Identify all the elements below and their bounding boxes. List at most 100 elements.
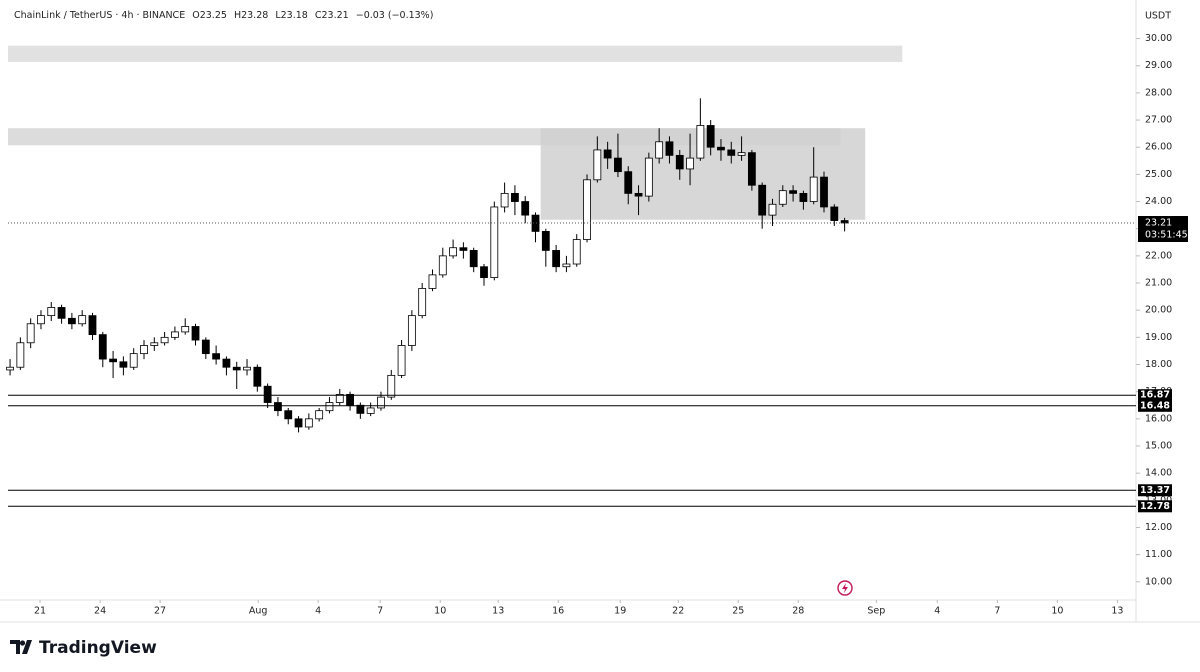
y-tick-label: 28.00 [1145,87,1172,98]
candle-body [799,192,808,202]
candle-body [614,157,622,173]
level-label: 13.37 [1140,485,1170,496]
candle-body [47,307,56,317]
candle-body [717,146,725,151]
logo [10,640,32,654]
candle-body [758,184,767,216]
x-tick-label: 28 [792,606,804,617]
x-tick-label: 13 [1111,606,1123,617]
candle-body [747,152,756,186]
candle-body [469,250,478,268]
candle-body [294,418,303,428]
candle-body [449,247,457,257]
change-text: −0.03 (−0.13%) [356,10,434,21]
close-text: C23.21 [315,10,349,21]
y-tick-label: 20.00 [1145,305,1172,316]
candle-body [129,353,138,368]
candle-body [820,176,828,208]
candle-body [315,410,324,420]
candle-body [644,157,653,197]
candle-body [387,374,396,398]
candle-body [696,125,705,159]
level-tag [1138,389,1172,402]
y-tick-label: 11.00 [1145,549,1172,560]
candle-body [428,274,437,289]
y-tick-label: 22.00 [1145,250,1172,261]
candle-body [727,149,736,156]
y-tick-label: 10.00 [1145,576,1172,587]
y-tick-label: 25.00 [1145,169,1172,180]
y-tick-label: 19.00 [1145,332,1172,343]
candle-body [500,192,509,208]
candle-body [201,339,210,355]
candle-body [304,418,313,428]
candle-body [253,366,262,387]
y-tick-label: 18.00 [1145,359,1172,370]
y-tick-label: 30.00 [1145,33,1172,44]
x-tick-label: 16 [552,606,564,617]
candle-body [243,366,251,371]
level-tag [1138,484,1172,497]
candle-body [840,220,849,224]
candle-body [160,336,169,344]
x-tick-label: 10 [434,606,446,617]
candle-body [655,141,664,159]
candle-body [119,361,128,368]
candle-body [67,317,76,325]
chart-header: ChainLink / TetherUS · 4h · BINANCE O23.… [14,10,433,21]
zone [8,45,903,62]
candle-body [37,315,45,325]
candle-body [222,358,231,368]
candle-body [377,396,385,409]
candle-body [325,402,334,412]
candle-body [521,201,530,216]
lightning-icon [837,580,853,596]
candle-body [6,366,14,371]
candle-body [57,307,66,319]
level-label: 12.78 [1140,501,1170,512]
candle-body [274,402,282,412]
last-price-tag [1138,215,1188,242]
candle-body [181,326,190,333]
candle-body [284,410,293,420]
candle-body [634,192,643,197]
x-tick-label: 21 [34,606,46,617]
branding: TradingView [39,638,157,658]
candle-body [232,366,241,371]
candle-body [366,407,375,414]
candle-body [768,203,777,216]
high-text: H23.28 [234,10,268,21]
y-tick-label: 16.00 [1145,413,1172,424]
x-tick-label: 24 [94,606,106,617]
currency: USDT [1145,11,1171,22]
y-tick-label: 21.00 [1145,278,1172,289]
candle-body [212,353,221,360]
candle-body [418,288,427,317]
symbol: ChainLink / TetherUS · 4h · BINANCE [14,10,185,21]
candle-body [438,255,447,276]
candle-body [98,334,107,360]
candle-body [511,192,519,202]
candle-body [706,125,715,148]
level-tag [1138,500,1172,513]
candle-body [480,266,488,278]
x-tick-label: 4 [934,606,940,617]
candle-body [830,206,839,221]
candle-body [346,393,354,406]
candle-body [789,190,797,194]
candle-body [191,326,200,341]
last-price-label: 23.21 [1145,217,1172,228]
candle-body [665,141,674,156]
candle-body [335,393,344,403]
x-tick-label: 22 [672,606,684,617]
y-tick-label: 14.00 [1145,468,1172,479]
candle-body [541,231,550,251]
x-tick-label: 19 [614,606,626,617]
y-tick-label: 29.00 [1145,60,1172,71]
y-tick-label: 12.00 [1145,522,1172,533]
x-tick-label: 7 [377,606,383,617]
candle-body [109,358,117,363]
countdown: 03:51:45 [1145,229,1188,240]
candle-body [490,206,499,278]
